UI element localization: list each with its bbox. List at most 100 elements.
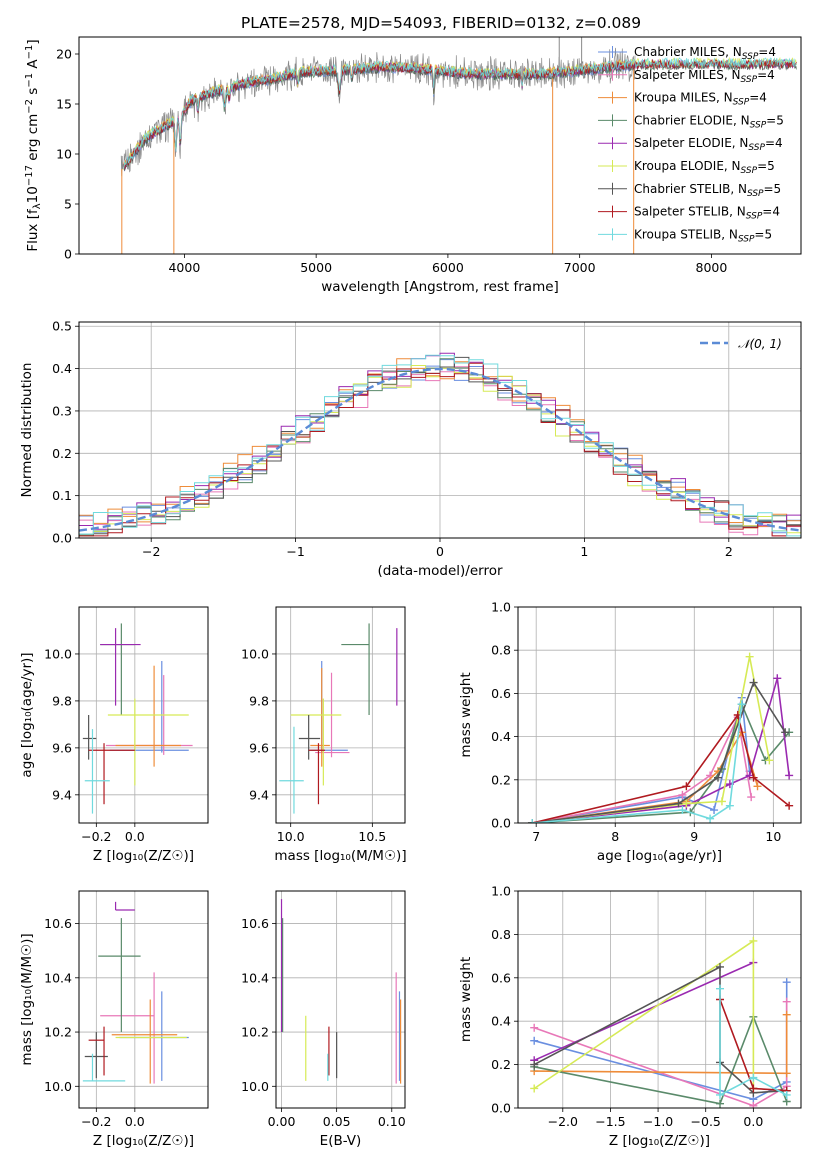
- gaussian-curve: [79, 367, 801, 532]
- weight-series-kroupa-stelib: [528, 700, 746, 823]
- weight-marker: [717, 797, 726, 806]
- x-tick-label: 0.05: [323, 1114, 351, 1129]
- weight-marker: [530, 1036, 539, 1045]
- y-tick-label: 0.4: [52, 361, 72, 376]
- y-tick-label: 0.2: [491, 1057, 511, 1072]
- grid: [79, 891, 208, 1108]
- weight-marker: [785, 771, 794, 780]
- panel-massweight-vs-z: −2.0 −1.5 −1.0 −0.5 0.0 0.0 0.2 0.4 0.6 0.8 1.0 Z […: [458, 884, 802, 1149]
- model-line-kroupa-stelib: [123, 56, 797, 169]
- y-tick-label: 1.0: [491, 884, 511, 899]
- weight-marker: [745, 652, 754, 661]
- x-tick-label: 10: [765, 829, 781, 844]
- errorbar-salpeter-elodie: [100, 628, 141, 706]
- x-tick-label: 0: [436, 544, 444, 559]
- axes-frame: [517, 890, 802, 1109]
- weight-marker: [765, 756, 774, 765]
- y-tick-label: 10.6: [44, 916, 72, 931]
- y-tick-label: 0.3: [52, 403, 72, 418]
- axes-frame: [78, 890, 209, 1109]
- y-tick-label: 0.2: [52, 446, 72, 461]
- x-tick-label: −1.0: [643, 1114, 673, 1129]
- errorbar-salpeter-miles: [100, 972, 155, 1084]
- x-tick-label: −2.0: [548, 1114, 578, 1129]
- errorbar-kroupa-elodie: [290, 698, 342, 786]
- x-tick-label: 5000: [300, 260, 332, 275]
- weight-marker: [782, 978, 791, 987]
- weight-line: [532, 656, 771, 823]
- weight-marker: [674, 799, 683, 808]
- legend: Chabrier MILES, NSSP=4 Salpeter MILES, NS…: [598, 45, 784, 244]
- y-tick-label: 10.0: [241, 1079, 269, 1094]
- hist-salpeter-elodie: [79, 352, 801, 530]
- weight-line: [719, 988, 788, 1097]
- x-axis-label: Z [log₁₀(Z/Z☉)]: [93, 1133, 194, 1149]
- y-tick-label: 10.2: [241, 1025, 269, 1040]
- x-tick-label: 10.0: [277, 829, 305, 844]
- x-tick-label: 0.0: [125, 829, 145, 844]
- x-tick-label: 0.10: [378, 1114, 406, 1129]
- axes-frame: [275, 890, 406, 1109]
- y-tick-label: 9.6: [52, 740, 72, 755]
- x-axis-label: E(B-V): [320, 1133, 362, 1149]
- y-tick-label: 0.4: [491, 1014, 511, 1029]
- weight-marker: [713, 773, 722, 782]
- weight-line: [532, 701, 790, 823]
- weight-marker: [706, 814, 715, 823]
- y-axis-label: mass weight: [458, 957, 474, 1042]
- errorbar-chabrier-stelib: [82, 715, 97, 760]
- weight-marker: [530, 1084, 539, 1093]
- legend-label-chabrier-miles: Chabrier MILES, NSSP=4: [634, 45, 776, 62]
- weight-marker: [710, 806, 719, 815]
- y-axis-label: Flux [fλ10−17 erg cm−2 s−1 A−1]: [24, 39, 43, 251]
- weight-marker: [682, 782, 691, 791]
- x-tick-label: −1.5: [595, 1114, 625, 1129]
- y-tick-label: 5: [64, 197, 72, 212]
- y-tick-label: 10.2: [44, 1025, 72, 1040]
- weight-marker: [528, 819, 537, 823]
- weight-marker: [716, 984, 725, 993]
- legend-label-chabrier-stelib: Chabrier STELIB, NSSP=5: [634, 182, 781, 199]
- x-axis-label: Z [log₁₀(Z/Z☉)]: [609, 1133, 710, 1149]
- y-tick-label: 0.2: [491, 772, 511, 787]
- model-line-salpeter-miles: [123, 59, 635, 170]
- y-tick-label: 9.8: [52, 693, 72, 708]
- panel-residuals: −2 −1 0 1 2 0.0 0.1 0.2 0.3 0.4 0.5 (data-model)/er…: [19, 319, 802, 579]
- figure-title: PLATE=2578, MJD=54093, FIBERID=0132, z=0…: [241, 14, 641, 32]
- legend: 𝒩(0, 1): [700, 337, 782, 351]
- hist-salpeter-stelib: [79, 362, 801, 537]
- weight-marker: [773, 674, 782, 683]
- panel-massweight-vs-age: 7 8 9 10 0.0 0.2 0.4 0.6 0.8 1.0 age [log₁₀(age/yr…: [458, 600, 802, 864]
- weight-series-kroupa-elodie: [530, 936, 758, 1093]
- y-tick-label: 0.8: [491, 643, 511, 658]
- weight-marker: [782, 1010, 791, 1019]
- panel-age-vs-mass: 10.0 10.5 9.4 9.6 9.8 10.0 mass [log₁₀(M/M☉)]: [241, 606, 407, 864]
- y-axis-label: age [log₁₀(age/yr)]: [19, 652, 35, 777]
- y-tick-label: 10.6: [241, 916, 269, 931]
- weight-marker: [785, 801, 794, 810]
- y-tick-label: 0.4: [491, 729, 511, 744]
- plot-area: [530, 936, 791, 1108]
- weight-marker: [782, 1090, 791, 1099]
- weight-marker: [749, 678, 758, 687]
- errorbar-kroupa-elodie: [107, 698, 189, 786]
- grid: [276, 607, 405, 823]
- weight-series-kroupa-stelib: [716, 984, 791, 1099]
- weight-marker: [749, 1084, 758, 1093]
- weight-marker: [749, 1073, 758, 1082]
- x-tick-label: 10.5: [358, 829, 386, 844]
- errorbar-salpeter-stelib: [88, 743, 135, 805]
- x-tick-label: −0.2: [81, 1114, 111, 1129]
- y-tick-label: 10.0: [44, 646, 72, 661]
- legend-label-chabrier-elodie: Chabrier ELODIE, NSSP=5: [634, 113, 784, 130]
- grid: [518, 606, 801, 824]
- errorbar-chabrier-stelib: [298, 715, 321, 760]
- y-tick-label: 0.6: [491, 970, 511, 985]
- legend-label-salpeter-elodie: Salpeter ELODIE, NSSP=4: [634, 136, 783, 153]
- y-tick-label: 15: [56, 97, 72, 112]
- x-tick-label: −2: [142, 544, 160, 559]
- grid: [276, 891, 405, 1108]
- x-tick-label: 0.0: [125, 1114, 145, 1129]
- y-tick-label: 10.4: [241, 970, 269, 985]
